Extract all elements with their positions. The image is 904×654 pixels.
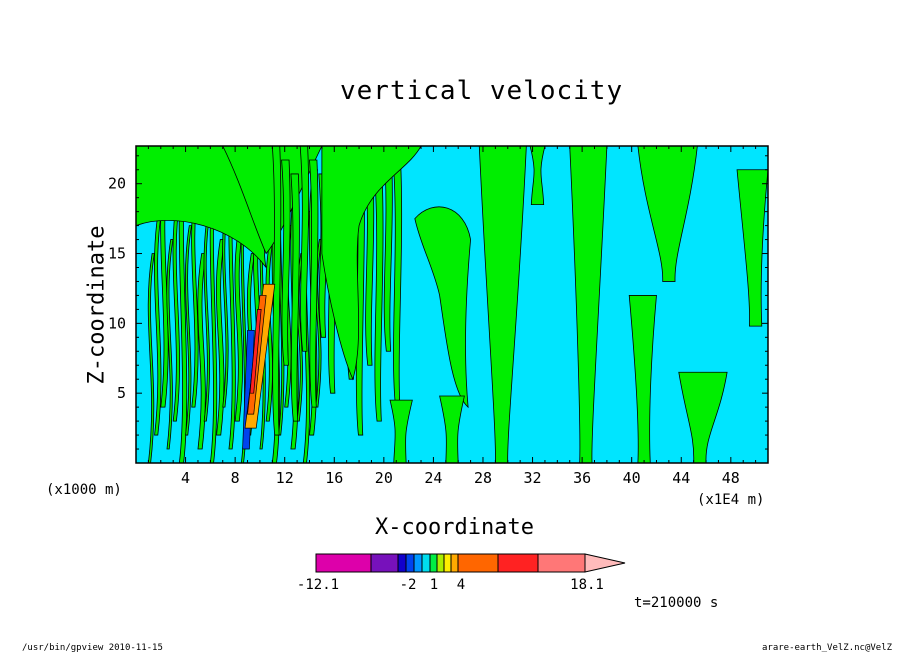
x-axis-label: X-coordinate	[375, 515, 534, 540]
positive-region	[414, 206, 471, 409]
positive-column	[478, 146, 527, 463]
x-tick-label: 40	[623, 469, 641, 487]
y-tick-label: 5	[117, 384, 126, 402]
time-label: t=210000 s	[634, 595, 719, 611]
colorbar-segment	[436, 553, 445, 573]
colorbar-segment	[405, 553, 415, 573]
positive-streak	[383, 146, 393, 352]
x-tick-label: 20	[375, 469, 393, 487]
x-unit-left: (x1000 m)	[46, 482, 122, 498]
positive-column	[628, 295, 657, 463]
contour-field	[136, 146, 768, 463]
positive-column	[529, 146, 546, 206]
positive-streak	[299, 146, 310, 352]
positive-column	[569, 146, 608, 463]
colorbar-segment	[315, 553, 372, 573]
colorbar-segment	[413, 553, 423, 573]
x-tick-label: 32	[524, 469, 542, 487]
positive-column	[736, 169, 768, 327]
positive-column	[389, 399, 413, 463]
colorbar-label: 1	[430, 577, 438, 593]
colorbar-label: -12.1	[297, 577, 339, 593]
positive-streak	[355, 146, 365, 436]
colorbar-segment	[370, 553, 399, 573]
x-tick-label: 8	[231, 469, 240, 487]
positive-streak	[281, 159, 291, 366]
updraft-core	[242, 329, 255, 450]
x-tick-label: 12	[276, 469, 294, 487]
x-axis: 4 8 12 16 20 24 28 32 36 40 44 48	[147, 146, 757, 487]
colorbar-label: 4	[457, 577, 465, 593]
colorbar-segment	[450, 553, 459, 573]
colorbar-segment	[429, 553, 438, 573]
y-tick-label: 10	[108, 314, 126, 332]
y-axis-label: Z-coordinate	[84, 225, 110, 385]
x-tick-label: 28	[474, 469, 492, 487]
positive-streak	[309, 159, 319, 408]
positive-streak	[364, 159, 375, 366]
colorbar-label: 18.1	[570, 577, 604, 593]
positive-streak	[290, 173, 300, 422]
colorbar-extension	[584, 553, 626, 573]
colorbar-segment	[457, 553, 499, 573]
positive-region	[321, 146, 422, 381]
y-tick-label: 20	[108, 175, 126, 193]
x-tick-label: 24	[424, 469, 442, 487]
positive-streak	[271, 146, 282, 436]
x-unit-right: (x1E4 m)	[697, 492, 765, 508]
y-axis: 5 10 15 20	[108, 155, 768, 450]
positive-streak	[374, 173, 384, 422]
footer-left: /usr/bin/gpview 2010-11-15	[22, 643, 163, 653]
x-tick-label: 44	[672, 469, 690, 487]
footer-right: arare-earth_VelZ.nc@VelZ	[762, 643, 893, 653]
x-tick-label: 4	[181, 469, 190, 487]
updraft-core	[249, 309, 262, 394]
colorbar-segment	[421, 553, 431, 573]
colorbar-segment	[397, 553, 407, 573]
plot-frame	[135, 145, 769, 464]
colorbar: -12.1 -2 1 4 18.1	[297, 553, 626, 593]
colorbar-segment	[537, 553, 586, 573]
colorbar-label: -2	[400, 577, 417, 593]
x-tick-label: 48	[722, 469, 740, 487]
positive-column	[678, 371, 728, 463]
x-tick-label: 16	[325, 469, 343, 487]
x-tick-label: 36	[573, 469, 591, 487]
positive-column	[439, 395, 465, 463]
positive-column	[637, 146, 698, 282]
colorbar-segment	[497, 553, 539, 573]
y-tick-label: 15	[108, 245, 126, 263]
colorbar-segment	[443, 553, 452, 573]
chart-title: vertical velocity	[340, 76, 624, 106]
